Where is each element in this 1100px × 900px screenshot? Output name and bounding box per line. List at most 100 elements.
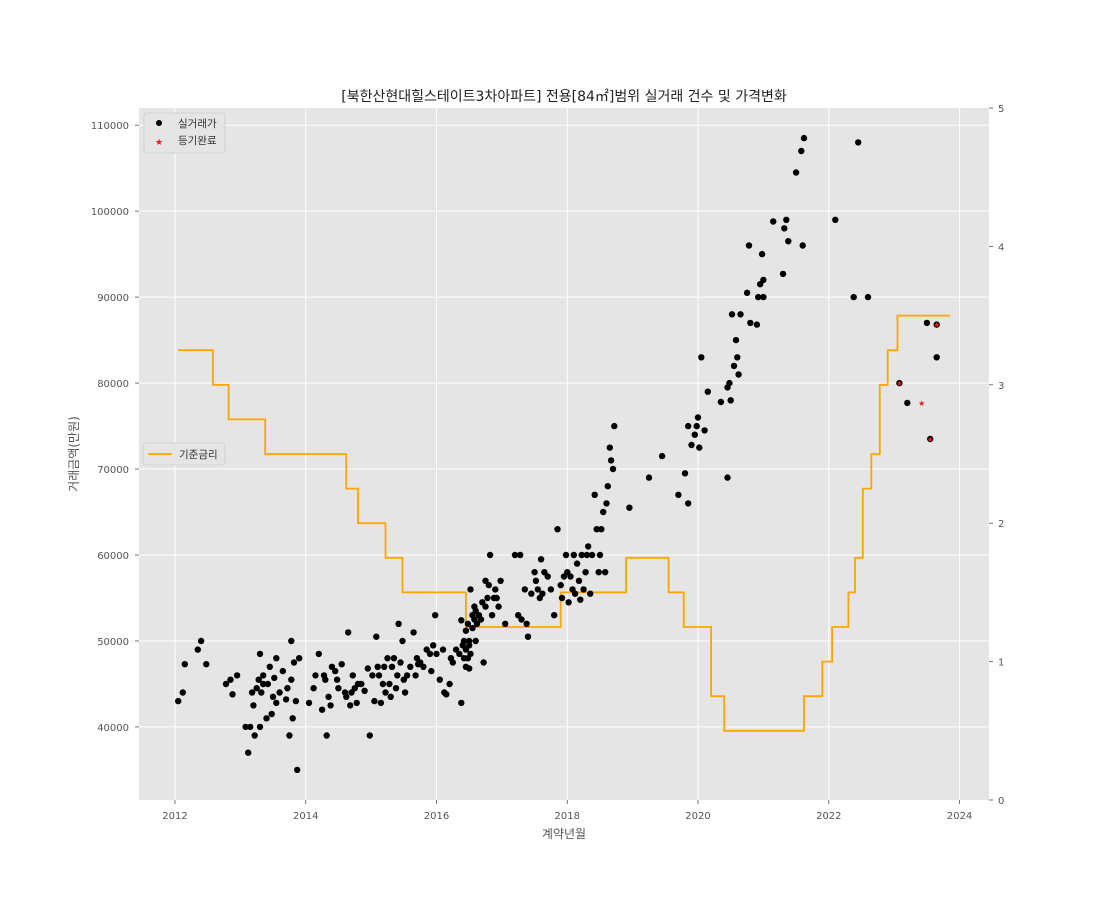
price-point — [335, 685, 342, 692]
price-point — [242, 723, 249, 731]
price-point — [255, 676, 262, 683]
price-point — [394, 672, 401, 679]
price-point — [480, 659, 487, 666]
price-point — [430, 642, 437, 649]
price-point — [799, 242, 806, 249]
price-point — [517, 551, 524, 559]
price-point — [462, 627, 470, 634]
price-point — [688, 441, 695, 449]
price-point — [544, 573, 551, 580]
price-point — [611, 422, 618, 430]
price-point — [410, 629, 417, 636]
price-point — [392, 685, 400, 692]
rate-layer — [178, 314, 950, 732]
price-point — [732, 336, 740, 344]
price-point — [332, 667, 339, 675]
price-point — [698, 354, 705, 361]
price-point — [256, 650, 264, 658]
price-point — [426, 650, 434, 658]
price-point — [691, 431, 698, 438]
price-point — [227, 676, 234, 683]
price-point — [458, 617, 465, 624]
price-point — [578, 551, 585, 559]
price-point — [428, 667, 435, 675]
price-point — [305, 699, 313, 707]
price-point — [203, 661, 210, 668]
legend-upper: 실거래가 ★ 등기완료 — [143, 112, 226, 154]
price-point — [384, 655, 391, 662]
price-point — [420, 663, 427, 670]
price-point — [253, 685, 260, 692]
y2-tick-label: 3 — [998, 381, 1004, 392]
price-point — [472, 637, 479, 645]
price-point — [724, 474, 731, 481]
price-point — [779, 270, 787, 278]
x-tick-label: 2024 — [947, 811, 972, 822]
price-point — [222, 680, 230, 688]
price-point — [595, 569, 602, 576]
price-point — [904, 399, 911, 407]
price-point — [358, 680, 365, 688]
price-point — [397, 659, 404, 666]
price-point — [248, 689, 256, 696]
price-point — [583, 551, 591, 559]
price-point — [373, 633, 380, 640]
price-point — [467, 586, 474, 593]
price-point — [675, 491, 682, 498]
price-point — [286, 732, 293, 739]
legend-lower: 기준금리 — [142, 442, 226, 466]
price-point — [570, 551, 577, 559]
price-point — [289, 715, 296, 722]
price-point — [273, 655, 280, 662]
price-point — [260, 672, 267, 679]
price-point — [273, 699, 280, 707]
price-point — [369, 672, 376, 679]
price-point — [606, 444, 613, 451]
price-point — [296, 655, 303, 662]
price-point — [318, 706, 326, 713]
price-point — [443, 691, 450, 698]
price-point — [375, 672, 383, 679]
price-point — [745, 242, 753, 249]
y-axis-label: 거래금액(만원) — [67, 416, 81, 492]
price-point — [497, 577, 504, 584]
price-point — [760, 293, 767, 301]
registered-point: ★ — [933, 321, 940, 330]
price-point — [312, 672, 319, 679]
price-point — [387, 693, 394, 700]
price-point — [484, 594, 491, 602]
price-point — [598, 526, 605, 533]
price-point — [596, 551, 604, 559]
price-point — [379, 680, 387, 688]
stars-layer: ★ ★ ★ ★ — [896, 321, 940, 444]
price-point — [493, 594, 500, 602]
y-tick-label: 60000 — [97, 551, 129, 562]
price-point — [436, 676, 443, 683]
price-point — [758, 250, 766, 258]
price-point — [197, 637, 205, 645]
price-point — [315, 650, 322, 658]
price-point — [412, 672, 419, 679]
price-point — [327, 702, 334, 709]
price-point — [386, 680, 393, 688]
price-point — [923, 319, 931, 327]
price-point — [792, 169, 800, 176]
price-point — [469, 624, 476, 632]
price-point — [565, 599, 572, 606]
legend-rate-label: 기준금리 — [179, 449, 218, 461]
price-point — [694, 414, 702, 421]
price-point — [439, 646, 447, 653]
price-point — [333, 676, 341, 683]
price-point — [602, 569, 609, 576]
price-point — [518, 616, 525, 623]
price-point — [229, 691, 236, 698]
price-point — [353, 699, 360, 707]
price-point — [603, 500, 610, 507]
price-point — [734, 354, 741, 361]
price-point — [343, 693, 350, 700]
price-point — [407, 663, 414, 670]
price-point — [558, 594, 566, 602]
price-point — [551, 612, 558, 619]
price-point — [717, 398, 725, 406]
y2-tick-label: 1 — [998, 658, 1004, 669]
